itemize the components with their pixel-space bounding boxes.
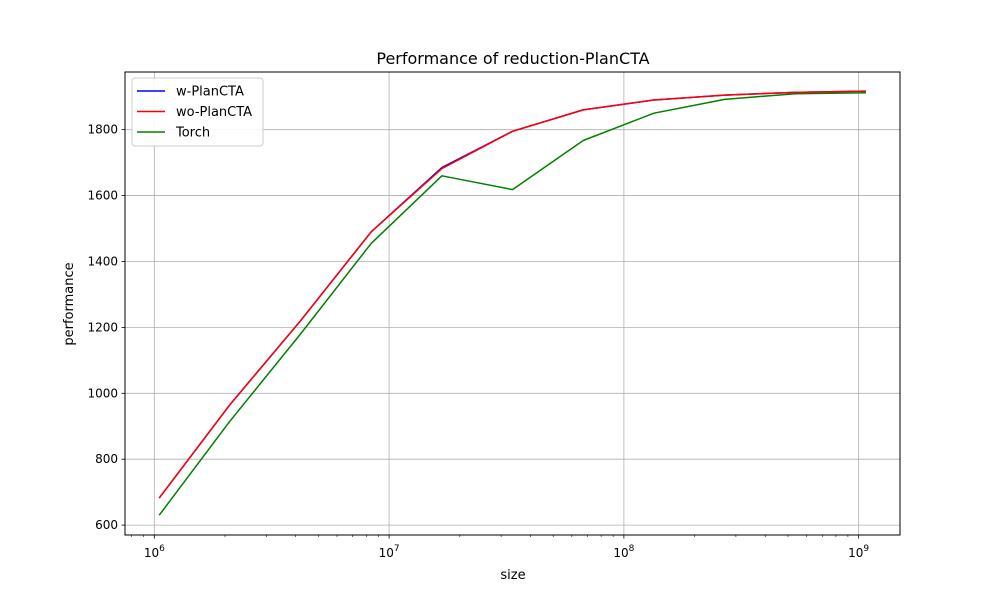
series-lines (158, 90, 866, 516)
legend-box (131, 77, 264, 147)
y-tick-label: 1200 (87, 320, 118, 334)
x-tick-label: 109 (848, 544, 869, 560)
plot-frame (124, 71, 901, 536)
series-line-torch (158, 92, 866, 516)
y-tick-label: 800 (95, 452, 118, 466)
legend-label: w-PlanCTA (176, 85, 244, 100)
axis-ticks: 600 800 1000 1200 1400 1600 1800 106 107 108 109 (87, 123, 869, 560)
y-tick-label: 1000 (87, 386, 118, 400)
x-tick-label: 106 (144, 544, 165, 560)
y-tick-label: 600 (95, 518, 118, 532)
chart-title: Performance of reduction-PlanCTA (376, 49, 649, 68)
x-tick-label: 108 (613, 544, 634, 560)
y-tick-label: 1600 (87, 189, 118, 203)
legend: w-PlanCTA wo-PlanCTA Torch (131, 77, 264, 147)
x-axis-label: size (500, 568, 525, 583)
x-tick-label: 107 (379, 544, 400, 560)
legend-label: wo-PlanCTA (176, 105, 252, 120)
series-line-wo-plancta (158, 90, 866, 499)
y-tick-label: 1800 (87, 123, 118, 137)
series-line-w-plancta (158, 90, 866, 499)
legend-label: Torch (175, 126, 210, 141)
y-tick-label: 1400 (87, 254, 118, 268)
y-axis-label: performance (62, 262, 77, 345)
